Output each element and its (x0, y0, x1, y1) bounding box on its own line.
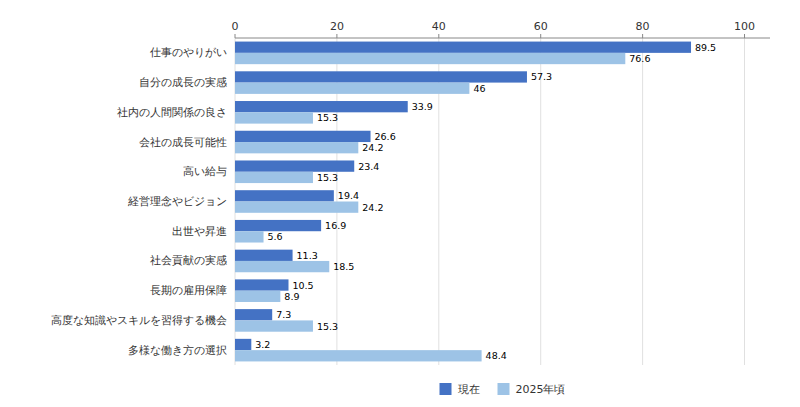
data-label: 48.4 (486, 350, 507, 361)
tick-label: 60 (534, 20, 548, 33)
legend-swatch (440, 383, 452, 395)
bar (235, 172, 313, 183)
bar (235, 309, 272, 320)
data-label: 33.9 (412, 101, 433, 112)
data-label: 15.3 (317, 172, 338, 183)
legend-label: 2025年頃 (516, 383, 566, 396)
legend-item: 2025年頃 (498, 383, 566, 396)
data-label: 89.5 (695, 42, 716, 53)
bar (235, 160, 354, 171)
category-label: 社会貢献の実感 (150, 254, 227, 267)
bar (235, 279, 289, 290)
x-axis: 0 20 40 60 80 100 (232, 20, 771, 38)
grid-line (642, 38, 643, 365)
data-label: 16.9 (325, 220, 346, 231)
chart-container: 0 20 40 60 80 100 仕事のやりがい自分の成長の実感社内の人間関係の良さ会社の… (0, 0, 800, 407)
tick-label: 0 (232, 20, 239, 33)
legend: 現在 2025年頃 (440, 383, 566, 396)
bar (235, 291, 280, 302)
data-label: 15.3 (317, 321, 338, 332)
bar (235, 202, 358, 213)
tick-mark (336, 34, 337, 38)
data-label: 46 (473, 83, 485, 94)
bar (235, 220, 321, 231)
category-label: 会社の成長可能性 (139, 136, 227, 149)
data-label: 3.2 (255, 339, 270, 350)
tick-mark (642, 34, 643, 38)
data-label: 10.5 (293, 280, 314, 291)
bar (235, 231, 264, 242)
tick-mark (744, 34, 745, 38)
y-axis: 仕事のやりがい自分の成長の実感社内の人間関係の良さ会社の成長可能性高い給与経営理… (51, 46, 227, 356)
tick-mark (235, 34, 236, 38)
data-label: 23.4 (358, 161, 379, 172)
bar (235, 42, 691, 53)
data-label: 19.4 (338, 190, 359, 201)
bar (235, 261, 329, 272)
bar (235, 53, 625, 64)
bar (235, 339, 251, 350)
data-label: 8.9 (284, 291, 299, 302)
bar (235, 250, 293, 261)
bar (235, 190, 334, 201)
category-label: 経営理念やビジョン (127, 195, 227, 208)
legend-label: 現在 (458, 383, 480, 396)
category-label: 長期の雇用保障 (150, 284, 227, 297)
bar (235, 83, 469, 94)
data-label: 5.6 (268, 231, 283, 242)
bar (235, 101, 408, 112)
category-label: 高度な知識やスキルを習得する機会 (51, 314, 227, 327)
chart-svg: 0 20 40 60 80 100 仕事のやりがい自分の成長の実感社内の人間関係の良さ会社の… (0, 0, 800, 407)
data-label: 18.5 (333, 261, 354, 272)
category-label: 自分の成長の実感 (139, 76, 227, 89)
tick-mark (438, 34, 439, 38)
data-label: 57.3 (531, 71, 552, 82)
category-label: 多様な働き方の選択 (128, 344, 227, 357)
bar (235, 142, 358, 153)
data-label: 7.3 (276, 309, 291, 320)
legend-item: 現在 (440, 383, 480, 396)
grid-line (540, 38, 541, 365)
axis-line (235, 38, 770, 39)
data-label: 24.2 (362, 202, 383, 213)
bar (235, 71, 527, 82)
data-labels: 89.5 57.3 33.9 26.6 23.4 19.4 16.9 11.3 10.5 7.3 3… (255, 42, 716, 362)
bar (235, 350, 482, 361)
category-label: 出世や昇進 (172, 225, 227, 238)
bars (235, 42, 691, 362)
tick-label: 80 (636, 20, 650, 33)
category-label: 高い給与 (183, 165, 227, 178)
data-label: 26.6 (375, 131, 396, 142)
data-label: 24.2 (362, 142, 383, 153)
bar (235, 112, 313, 123)
category-label: 社内の人間関係の良さ (117, 106, 227, 119)
tick-mark (540, 34, 541, 38)
tick-label: 100 (734, 20, 755, 33)
data-label: 76.6 (629, 53, 650, 64)
data-label: 11.3 (297, 250, 318, 261)
grid (235, 38, 745, 365)
data-label: 15.3 (317, 112, 338, 123)
legend-swatch (498, 383, 510, 395)
tick-label: 20 (330, 20, 344, 33)
bar (235, 320, 313, 331)
tick-label: 40 (432, 20, 446, 33)
bar (235, 131, 371, 142)
category-label: 仕事のやりがい (150, 46, 227, 59)
grid-line (744, 38, 745, 365)
